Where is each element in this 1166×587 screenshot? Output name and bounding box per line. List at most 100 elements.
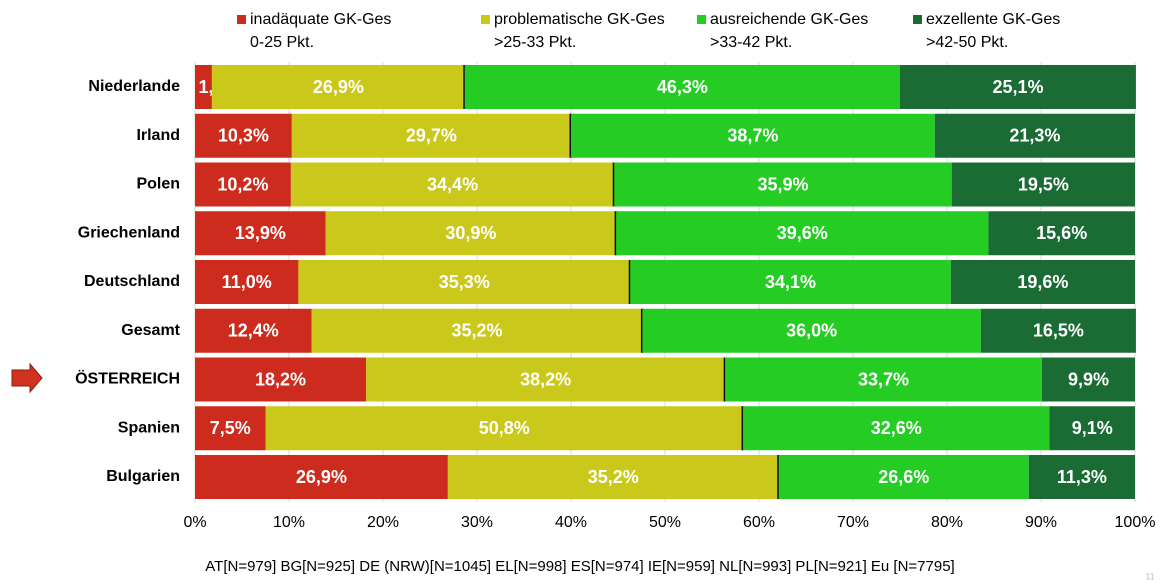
- category-label: Spanien: [118, 419, 180, 436]
- page-number: 11: [1145, 571, 1154, 581]
- bar-segment: [725, 357, 1042, 402]
- bar-segment: [195, 260, 299, 304]
- category-label: Polen: [136, 176, 180, 193]
- bar-segment: [265, 406, 744, 451]
- value-label: 15,6%: [1036, 223, 1087, 243]
- bar-segment: [291, 113, 571, 158]
- legend-swatch: [481, 15, 490, 24]
- x-tick-label: 50%: [649, 514, 681, 531]
- value-label: 7,5%: [210, 418, 251, 438]
- category-label: Niederlande: [88, 78, 180, 95]
- bar-segment: [950, 260, 1135, 304]
- value-label: 34,4%: [427, 174, 478, 194]
- x-tick-label: 20%: [367, 514, 399, 531]
- value-label: 33,7%: [858, 369, 909, 389]
- highlight-arrow: [11, 362, 43, 394]
- x-tick-label: 30%: [461, 514, 493, 531]
- legend-label: ausreichende GK-Ges: [710, 11, 868, 28]
- value-label: 36,0%: [786, 321, 837, 341]
- legend-range: >33-42 Pkt.: [710, 34, 792, 51]
- value-label: 11,0%: [222, 272, 272, 292]
- legend-range: >42-50 Pkt.: [926, 34, 1008, 51]
- bar-segment: [195, 455, 448, 499]
- x-tick-label: 70%: [837, 514, 869, 531]
- bar-segment: [1049, 406, 1135, 451]
- value-label: 35,2%: [588, 467, 639, 487]
- bar-segment: [988, 211, 1135, 256]
- value-label: 16,5%: [1033, 321, 1084, 341]
- bar-segment: [616, 211, 989, 256]
- value-label: 21,3%: [1009, 126, 1060, 146]
- bar-segment: [980, 308, 1136, 353]
- category-label: Bulgarien: [106, 468, 180, 485]
- bar-segment: [195, 65, 212, 109]
- value-label: 32,6%: [871, 418, 922, 438]
- bar-segment: [614, 162, 952, 207]
- value-label: 9,1%: [1072, 418, 1113, 438]
- bar-segment: [951, 162, 1135, 207]
- value-label: 26,9%: [313, 77, 364, 97]
- value-label: 38,7%: [727, 126, 778, 146]
- x-tick-label: 60%: [743, 514, 775, 531]
- bar-segment: [311, 308, 643, 353]
- value-label: 18,2%: [255, 369, 306, 389]
- value-label: 34,1%: [765, 272, 816, 292]
- category-label: Gesamt: [121, 322, 180, 339]
- x-tick-label: 90%: [1025, 514, 1057, 531]
- value-label: 26,6%: [878, 467, 929, 487]
- bar-segment: [298, 260, 631, 304]
- bar-segment: [195, 211, 326, 256]
- x-tick-label: 10%: [273, 514, 305, 531]
- bar-segment: [211, 65, 465, 109]
- x-tick-label: 0%: [183, 514, 206, 531]
- value-label: 25,1%: [992, 77, 1043, 97]
- x-tick-label: 80%: [931, 514, 963, 531]
- bar-segment: [195, 162, 291, 207]
- bar-segment: [195, 113, 292, 158]
- value-label: 35,9%: [757, 174, 808, 194]
- bar-segment: [1041, 357, 1135, 402]
- value-label: 30,9%: [445, 223, 496, 243]
- legend-label: problematische GK-Ges: [494, 11, 665, 28]
- legend-label: exzellente GK-Ges: [926, 11, 1060, 28]
- value-label: 13,9%: [235, 223, 286, 243]
- category-label: Deutschland: [84, 273, 180, 290]
- value-label: 10,3%: [218, 126, 269, 146]
- bar-segment: [778, 455, 1029, 499]
- category-label: ÖSTERREICH: [75, 369, 180, 388]
- bar-segment: [743, 406, 1050, 451]
- bar-segment: [290, 162, 615, 207]
- bar-segment: [447, 455, 779, 499]
- bar-segment: [195, 308, 312, 353]
- value-label: 35,3%: [439, 272, 490, 292]
- bar-segment: [571, 113, 935, 158]
- value-label: 35,2%: [451, 321, 502, 341]
- value-label: 9,9%: [1068, 369, 1109, 389]
- bar-segment: [195, 357, 367, 402]
- value-label: 50,8%: [479, 418, 530, 438]
- value-label: 19,5%: [1018, 174, 1069, 194]
- bar-segment: [195, 406, 266, 451]
- category-label: Griechenland: [78, 224, 180, 241]
- bar-segment: [1028, 455, 1135, 499]
- bar-segment: [630, 260, 951, 304]
- x-tick-label: 40%: [555, 514, 587, 531]
- footnote: AT[N=979] BG[N=925] DE (NRW)[N=1045] EL[…: [205, 558, 954, 575]
- bar-segment: [900, 65, 1136, 109]
- legend-swatch: [913, 15, 922, 24]
- x-tick-label: 100%: [1115, 514, 1156, 531]
- bar-segment: [934, 113, 1135, 158]
- value-label: 46,3%: [657, 77, 708, 97]
- value-label: 10,2%: [217, 174, 268, 194]
- value-label: 29,7%: [406, 126, 457, 146]
- value-label: 11,3%: [1057, 467, 1107, 487]
- legend-label: inadäquate GK-Ges: [250, 11, 391, 28]
- bar-segment: [464, 65, 900, 109]
- legend-swatch: [697, 15, 706, 24]
- value-label: 39,6%: [777, 223, 828, 243]
- category-label: Irland: [136, 127, 180, 144]
- bar-segment: [325, 211, 617, 256]
- bar-segment: [642, 308, 981, 353]
- legend-range: >25-33 Pkt.: [494, 34, 576, 51]
